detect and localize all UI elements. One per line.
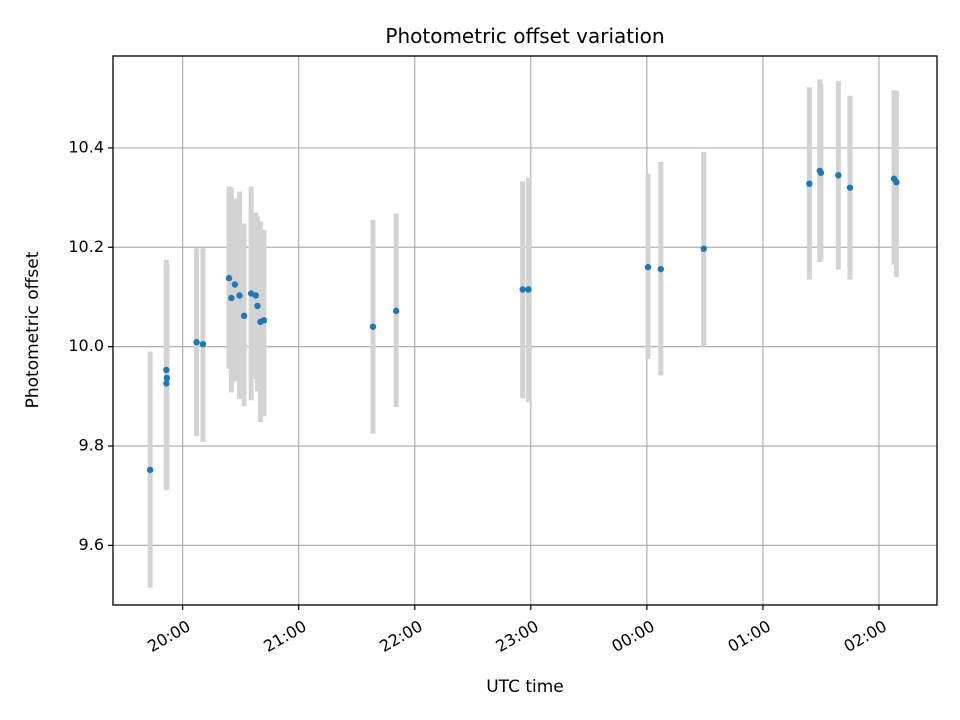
plot-frame [112,55,938,606]
data-point [252,292,259,299]
data-point [700,245,707,252]
data-point [254,302,261,310]
data-point [228,294,235,302]
data-point [236,292,243,299]
data-point [392,307,400,315]
y-tick-label: 10.4 [68,137,104,156]
y-tick-label: 9.8 [79,436,104,455]
data-point [644,263,652,271]
data-point [225,274,233,282]
data-point [519,286,526,293]
data-point [260,317,268,324]
y-axis-ticks: 9.6 9.8 10.0 10.2 10.4 [68,137,113,554]
data-point [146,466,154,474]
y-axis-label: Photometric offset [23,251,43,408]
data-point [817,169,825,176]
data-point [163,366,170,374]
data-point [893,178,900,186]
y-tick-label: 10.2 [68,237,104,256]
data-point [199,340,207,348]
data-point [163,380,170,387]
data-point [193,338,200,346]
chart-title: Photometric offset variation [385,24,664,48]
data-point [806,180,813,187]
data-point [163,374,171,382]
data-points [146,167,900,474]
data-point [369,323,377,330]
data-point [835,172,842,179]
data-point [231,281,239,288]
data-point [846,184,854,191]
y-tick-label: 10.0 [68,336,104,355]
data-point [657,265,664,273]
x-axis-label: UTC time [486,677,564,697]
data-point [525,286,532,293]
y-tick-label: 9.6 [79,535,104,554]
data-point [240,312,248,320]
